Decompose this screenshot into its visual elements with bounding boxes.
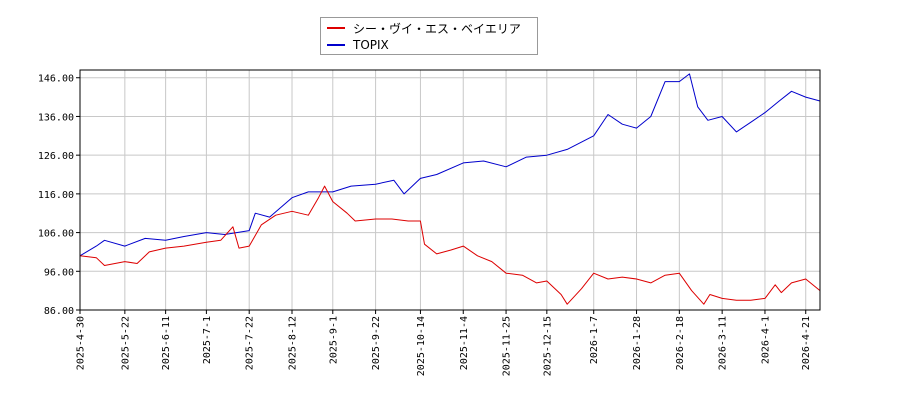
legend-swatch-red bbox=[327, 27, 345, 29]
x-tick-label: 2025-5-22 bbox=[120, 316, 131, 370]
x-tick-label: 2025-12-15 bbox=[542, 316, 553, 376]
y-axis: 86.00 96.00 106.00 116.00 126.00 136.00 146.00 bbox=[38, 74, 80, 317]
legend-label: シー・ヴイ・エス・ベイエリア bbox=[353, 21, 521, 36]
x-tick-label: 2026-1-7 bbox=[589, 316, 600, 364]
x-tick-label: 2025-11-4 bbox=[459, 316, 470, 370]
x-tick-label: 2025-10-14 bbox=[416, 316, 427, 376]
x-tick-label: 2026-3-11 bbox=[718, 316, 729, 370]
legend-label: TOPIX bbox=[353, 38, 389, 52]
grid-lines bbox=[79, 70, 820, 311]
y-tick-label: 96.00 bbox=[44, 267, 74, 278]
y-tick-label: 86.00 bbox=[44, 306, 74, 317]
legend-swatch-blue bbox=[327, 44, 345, 46]
x-tick-label: 2025-9-1 bbox=[328, 316, 339, 364]
legend-item-cvs-bayarea: シー・ヴイ・エス・ベイエリア bbox=[327, 20, 521, 36]
legend: シー・ヴイ・エス・ベイエリア TOPIX bbox=[320, 17, 538, 55]
x-tick-label: 2025-7-1 bbox=[202, 316, 213, 364]
x-axis: 2025-4-30 2025-5-22 2025-6-11 2025-7-1 2025-… bbox=[76, 310, 812, 376]
x-tick-label: 2026-1-28 bbox=[632, 316, 643, 370]
series-lines bbox=[79, 73, 821, 305]
y-tick-label: 106.00 bbox=[38, 229, 74, 240]
x-tick-label: 2025-9-22 bbox=[371, 316, 382, 370]
y-tick-label: 116.00 bbox=[38, 190, 74, 201]
series-line-0 bbox=[79, 185, 821, 305]
y-tick-label: 126.00 bbox=[38, 151, 74, 162]
x-tick-label: 2025-8-12 bbox=[288, 316, 299, 370]
x-tick-label: 2025-6-11 bbox=[161, 316, 172, 370]
y-tick-label: 136.00 bbox=[38, 112, 74, 123]
x-tick-label: 2025-7-22 bbox=[245, 316, 256, 370]
x-tick-label: 2025-11-25 bbox=[502, 316, 513, 376]
x-tick-label: 2026-2-18 bbox=[675, 316, 686, 370]
series-line-1 bbox=[79, 73, 821, 257]
y-tick-label: 146.00 bbox=[38, 74, 74, 85]
x-tick-label: 2025-4-30 bbox=[76, 316, 87, 370]
plot-frame bbox=[79, 69, 821, 311]
x-tick-label: 2026-4-1 bbox=[760, 316, 771, 364]
x-tick-label: 2026-4-21 bbox=[801, 316, 812, 370]
legend-item-topix: TOPIX bbox=[327, 37, 389, 53]
